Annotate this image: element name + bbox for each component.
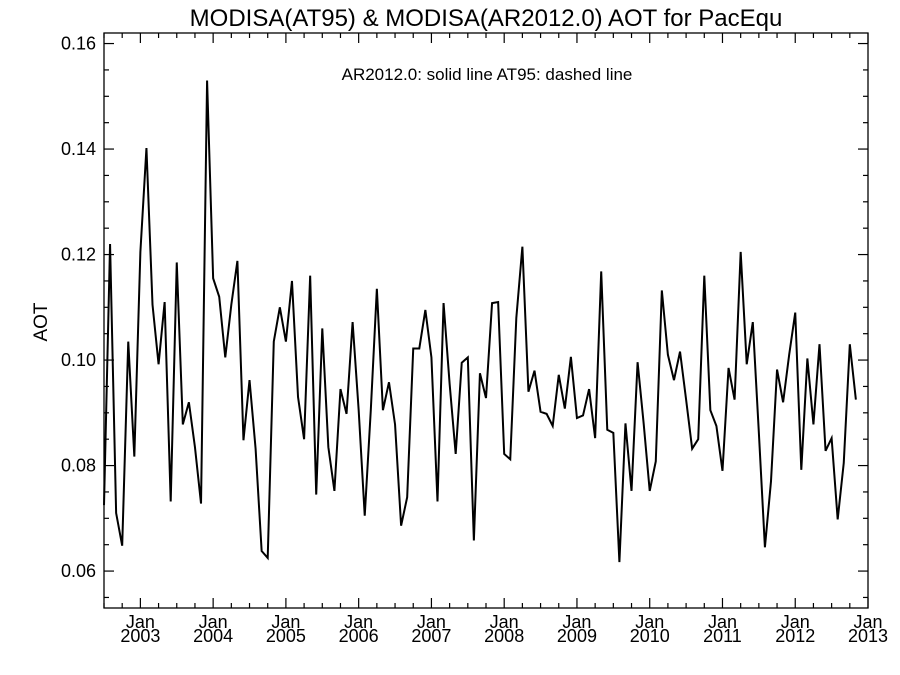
series-line-solid (103, 80, 857, 563)
x-tick-label-year: 2003 (120, 626, 160, 646)
x-tick-label-year: 2004 (193, 626, 233, 646)
x-tick-label-year: 2006 (339, 626, 379, 646)
y-axis-label: AOT (31, 302, 52, 341)
x-tick-label-month: Jan (126, 612, 155, 632)
x-tick-label-year: 2009 (557, 626, 597, 646)
chart-title: MODISA(AT95) & MODISA(AR2012.0) AOT for … (190, 5, 783, 32)
x-tick-label-month: Jan (781, 612, 810, 632)
y-tick-label: 0.06 (61, 561, 96, 581)
y-tick-label: 0.12 (61, 245, 96, 265)
y-tick-label: 0.10 (61, 350, 96, 370)
y-axis: 0.06 0.08 0.10 0.12 0.14 0.16 (61, 34, 868, 599)
y-tick-label: 0.14 (61, 139, 96, 159)
x-tick-label-year: 2012 (775, 626, 815, 646)
x-tick-label-year: 2010 (630, 626, 670, 646)
x-tick-label-month: Jan (853, 612, 882, 632)
x-tick-label-month: Jan (199, 612, 228, 632)
chart-annotation: AR2012.0: solid line AT95: dashed line (342, 65, 633, 84)
x-tick-label-year: 2011 (703, 626, 742, 646)
x-tick-label-month: Jan (708, 612, 737, 632)
x-tick-label-month: Jan (490, 612, 519, 632)
x-tick-label-year: 2007 (411, 626, 451, 646)
x-tick-label-month: Jan (417, 612, 446, 632)
x-tick-label-month: Jan (344, 612, 373, 632)
y-tick-label: 0.08 (61, 456, 96, 476)
series-layer (103, 80, 857, 563)
x-tick-label-month: Jan (562, 612, 591, 632)
x-tick-label-month: Jan (271, 612, 300, 632)
x-tick-label-year: 2013 (848, 626, 888, 646)
x-tick-label-year: 2008 (484, 626, 524, 646)
x-tick-label-month: Jan (635, 612, 664, 632)
y-tick-label: 0.16 (61, 34, 96, 54)
x-axis: Jan2003Jan2004Jan2005Jan2006Jan2007Jan20… (103, 33, 888, 646)
x-tick-label-year: 2005 (266, 626, 306, 646)
